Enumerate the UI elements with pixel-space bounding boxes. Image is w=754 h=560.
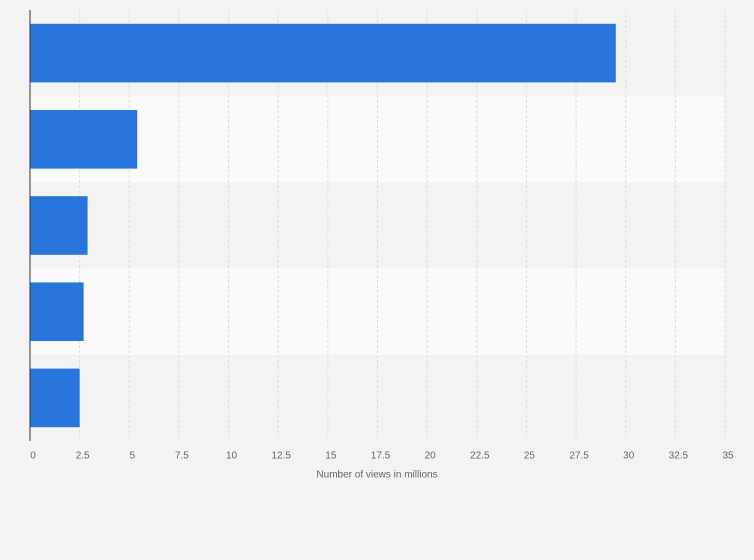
x-tick-label: 22.5 [470, 451, 490, 462]
bar [30, 109, 138, 169]
x-tick-label: 15 [325, 451, 337, 462]
x-tick-label: 10 [226, 451, 238, 462]
x-tick-label: 25 [524, 451, 536, 462]
x-tick-label: 17.5 [371, 451, 391, 462]
x-tick-label: 32.5 [669, 451, 689, 462]
x-tick-label: 35 [722, 451, 734, 462]
x-tick-label: 20 [425, 451, 437, 462]
bar [30, 196, 88, 255]
x-tick-label: 30 [623, 451, 635, 462]
x-tick-label: 2.5 [76, 451, 90, 462]
bar [30, 368, 80, 428]
bar [30, 23, 616, 83]
x-axis-label: Number of views in millions [316, 470, 437, 481]
bar [30, 282, 84, 342]
x-tick-label: 27.5 [569, 451, 589, 462]
x-tick-label: 0 [30, 451, 36, 462]
x-tick-label: 7.5 [175, 451, 189, 462]
x-tick-label: 5 [130, 451, 136, 462]
x-tick-label: 12.5 [271, 451, 291, 462]
